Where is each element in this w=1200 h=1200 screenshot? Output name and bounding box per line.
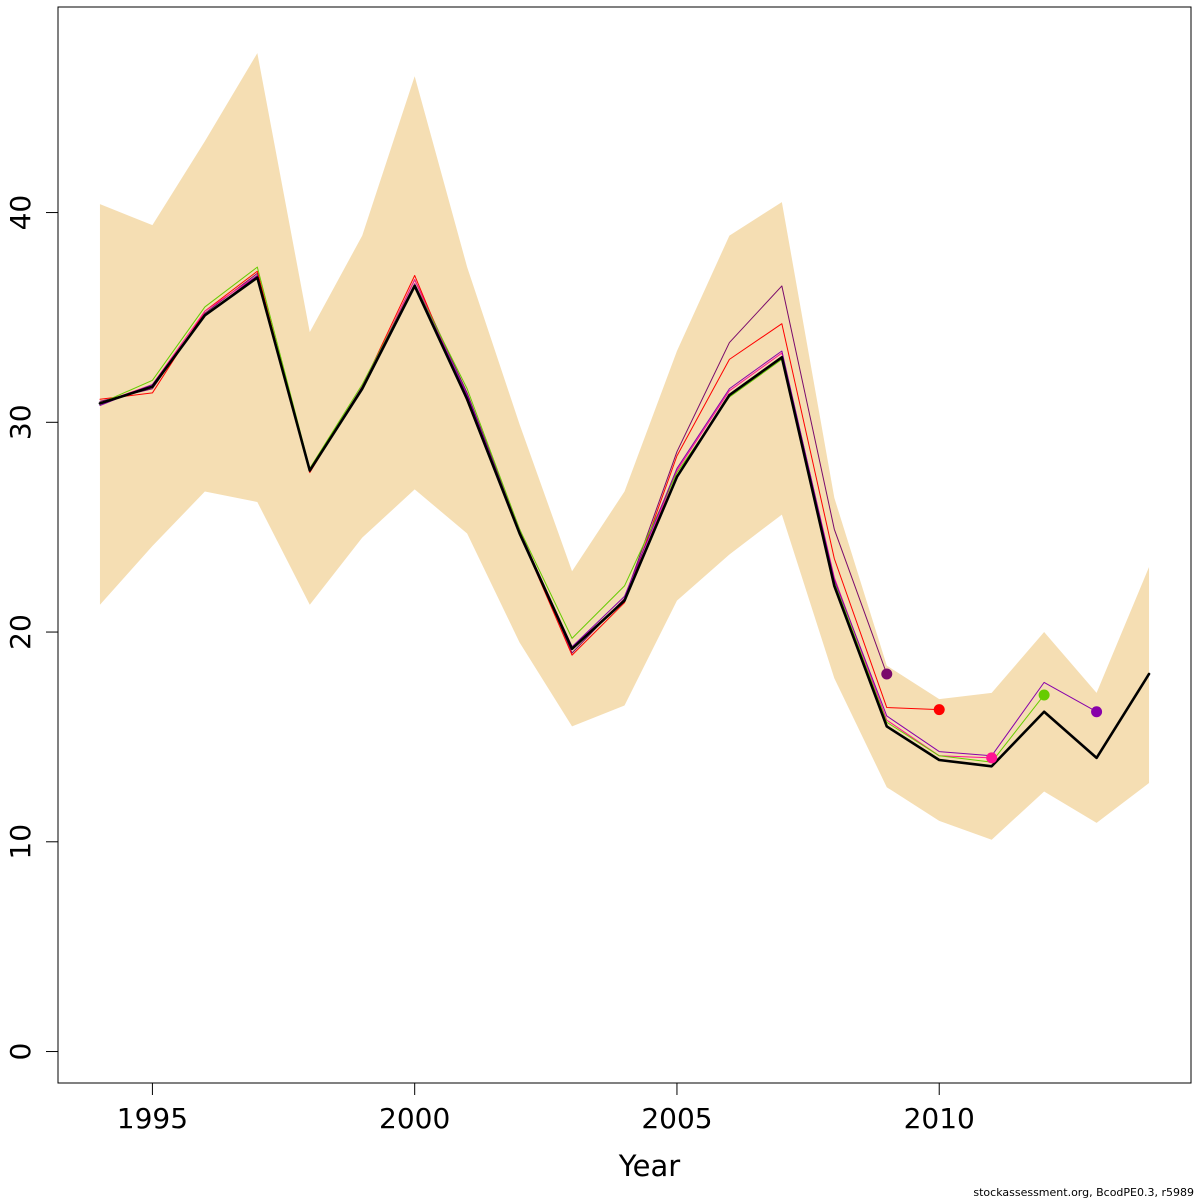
series-endpoint-3 (1038, 689, 1050, 701)
x-tick-label: 1995 (117, 1102, 188, 1135)
x-tick-label: 2005 (641, 1102, 712, 1135)
y-tick-label: 30 (4, 404, 37, 440)
y-axis: 0 10 20 30 40 (4, 195, 58, 1061)
series-endpoint-2 (986, 752, 998, 764)
y-tick-label: 10 (4, 824, 37, 860)
series-endpoint-0 (881, 668, 893, 680)
series-layer (98, 266, 1151, 768)
confidence-band-layer (99, 53, 1150, 840)
series-endpoint-4 (1091, 706, 1103, 718)
y-tick-label: 20 (4, 614, 37, 650)
series-endpoint-1 (933, 704, 945, 716)
confidence-band (99, 53, 1150, 840)
endpoint-layer (881, 668, 1103, 764)
series-line-5 (98, 276, 1151, 768)
x-axis: 1995 2000 2005 2010 (117, 1083, 975, 1135)
x-tick-label: 2010 (904, 1102, 975, 1135)
plot-frame (57, 6, 1192, 1084)
y-tick-label: 0 (4, 1043, 37, 1061)
series-line-3 (99, 266, 1045, 763)
y-tick-label: 40 (4, 195, 37, 231)
x-axis-title: Year (618, 1149, 680, 1183)
footer-credit: stockassessment.org, BcodPE0.3, r5989 (973, 1186, 1194, 1199)
x-tick-label: 2000 (379, 1102, 450, 1135)
